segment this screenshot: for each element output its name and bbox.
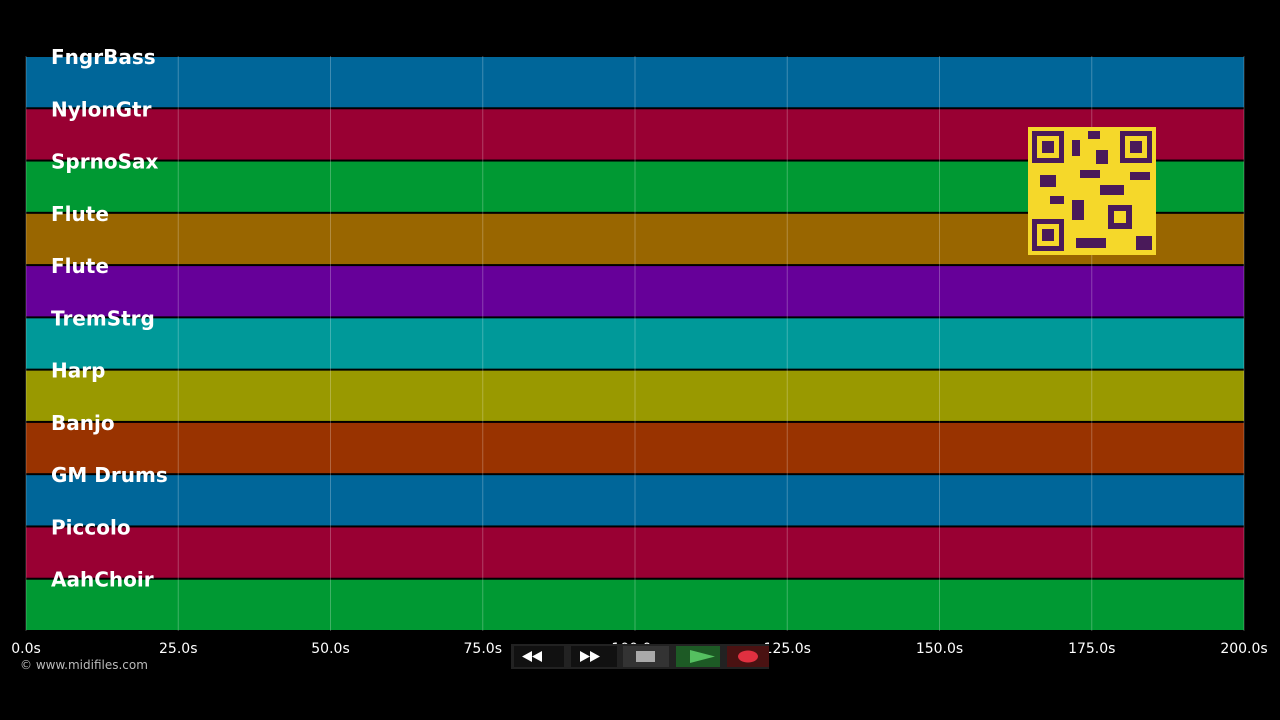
track-label: Flute: [51, 202, 109, 226]
tick-label: 125.0s: [764, 641, 811, 657]
record-button[interactable]: [727, 646, 769, 667]
tick-label: 50.0s: [311, 641, 349, 657]
tick-label: 25.0s: [159, 641, 197, 657]
track-band: [26, 57, 1244, 108]
track-labels: FngrBass NylonGtr SprnoSax Flute Flute TremSt…: [51, 45, 168, 592]
track-band: [26, 318, 1244, 369]
tick-label: 75.0s: [464, 641, 502, 657]
time-axis: 0.0s25.0s50.0s75.0s100.0s125.0s150.0s175…: [11, 641, 1267, 657]
tick-label: 200.0s: [1220, 641, 1267, 657]
track-label: NylonGtr: [51, 97, 152, 121]
rewind-button[interactable]: [514, 646, 564, 667]
track-label: Piccolo: [51, 515, 131, 539]
track-band: [26, 475, 1244, 526]
grid: [25, 56, 1245, 631]
track-band: [26, 422, 1244, 474]
tick-label: 0.0s: [11, 641, 41, 657]
track-label: TremStrg: [51, 306, 155, 330]
track-label: AahChoir: [51, 568, 154, 592]
transport-controls: [511, 644, 769, 669]
tick-label: 150.0s: [916, 641, 963, 657]
track-label: Banjo: [51, 411, 115, 435]
track-label: GM Drums: [51, 463, 168, 487]
copyright: © www.midifiles.com: [20, 658, 148, 672]
stop-button[interactable]: [623, 646, 669, 667]
track-band: [26, 527, 1244, 578]
qr-code: [1028, 127, 1156, 255]
track-band: [26, 579, 1244, 630]
track-band: [26, 370, 1244, 421]
track-band: [26, 266, 1244, 317]
track-label: Harp: [51, 359, 105, 383]
track-label: SprnoSax: [51, 150, 158, 174]
tick-label: 175.0s: [1068, 641, 1115, 657]
track-label: Flute: [51, 254, 109, 278]
fast-forward-button[interactable]: [571, 646, 617, 667]
track-label: FngrBass: [51, 45, 156, 69]
play-button[interactable]: [676, 646, 720, 667]
